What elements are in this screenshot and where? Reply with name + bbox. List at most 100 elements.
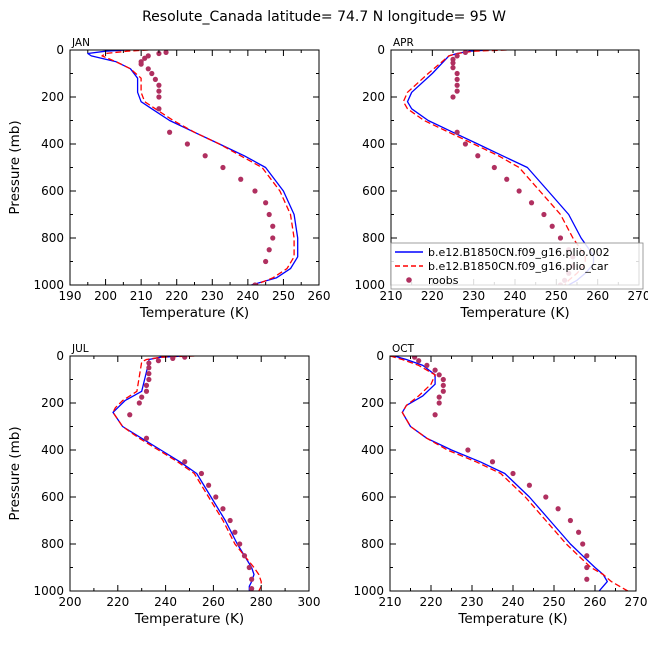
panel-apr: 210 220 230 240 250 260 270 0 200 400 600 800 1000 AP… — [354, 37, 648, 321]
apr-roobs-point — [462, 141, 468, 147]
apr-roobs-point — [454, 53, 460, 59]
oct-x-tick-label: 240 — [502, 595, 525, 609]
jul-roobs-point — [146, 371, 152, 377]
oct-roobs-point — [412, 356, 418, 360]
oct-y-tick-label: 200 — [361, 396, 384, 410]
apr-y-tick-label: 0 — [377, 43, 385, 57]
apr-roobs-point — [491, 164, 497, 171]
jul-roobs-point — [143, 388, 150, 394]
jan-x-tick-label: 230 — [201, 289, 224, 303]
jan-roobs-point — [156, 50, 162, 57]
oct-roobs-point — [436, 372, 442, 378]
jul-roobs-point — [246, 564, 252, 571]
oct-panel-label: OCT — [392, 343, 415, 355]
jul-roobs-point — [232, 529, 238, 535]
oct-roobs-point — [489, 459, 496, 465]
oct-roobs-point — [432, 367, 438, 373]
oct-roobs-point — [526, 482, 533, 488]
jan-x-tick-label: 220 — [165, 289, 188, 303]
apr-roobs-point — [454, 129, 460, 135]
oct-roobs-point — [543, 494, 549, 500]
apr-roobs-point — [450, 65, 456, 71]
jul-y-tick-label: 200 — [41, 396, 64, 410]
jan-y-tick-label: 600 — [41, 184, 64, 198]
apr-y-tick-label: 800 — [362, 231, 385, 245]
oct-x-tick-label: 260 — [584, 595, 607, 609]
jul-plot-frame — [69, 355, 310, 592]
oct-x-tick-label: 220 — [420, 595, 443, 609]
jan-roobs-point — [149, 70, 155, 77]
jul-solid-series-line — [112, 356, 255, 591]
oct-roobs-points — [412, 356, 590, 582]
jan-y-tick-label: 1000 — [33, 278, 64, 292]
jul-roobs-point — [155, 358, 162, 364]
apr-x-tick-label: 230 — [462, 289, 485, 303]
jul-roobs-point — [206, 482, 212, 488]
jan-roobs-point — [263, 258, 269, 265]
oct-x-axis-label: Temperature (K) — [457, 611, 567, 627]
oct-solid-series-line — [393, 356, 608, 591]
apr-roobs-point — [557, 235, 564, 241]
legend-label: b.e12.B1850CN.f09_g16.plio.002 — [428, 246, 610, 259]
jul-roobs-point — [136, 400, 142, 406]
jul-roobs-point — [139, 394, 145, 400]
apr-roobs-point — [454, 88, 460, 94]
oct-roobs-point — [440, 388, 446, 394]
jan-dashed-series-line — [101, 50, 295, 285]
jul-series — [112, 356, 262, 591]
chart-panels: 190 200 210 220 230 240 250 260 0 200 400 600 800 100… — [7, 37, 648, 627]
apr-roobs-point — [454, 82, 460, 88]
jul-roobs-point — [143, 435, 150, 441]
jul-roobs-point — [241, 553, 248, 559]
jan-series — [87, 50, 299, 285]
apr-roobs-point — [454, 76, 460, 82]
jul-x-tick-label: 280 — [250, 595, 273, 609]
jan-roobs-point — [252, 188, 258, 194]
jan-y-tick-label: 200 — [41, 90, 64, 104]
jul-roobs-point — [198, 470, 205, 477]
jan-x-tick-label: 240 — [236, 289, 259, 303]
jan-roobs-point — [220, 164, 226, 171]
oct-x-tick-label: 250 — [543, 595, 566, 609]
jul-roobs-point — [220, 506, 226, 512]
oct-series — [390, 356, 629, 591]
jul-roobs-points — [127, 356, 255, 591]
jan-roobs-point — [184, 141, 190, 147]
apr-roobs-point — [549, 223, 555, 229]
jan-x-tick-label: 260 — [308, 289, 331, 303]
jan-roobs-point — [163, 50, 169, 55]
oct-roobs-point — [555, 506, 561, 512]
jul-x-tick-label: 220 — [106, 595, 129, 609]
jul-y-tick-label: 1000 — [33, 584, 64, 598]
jul-x-tick-label: 300 — [298, 595, 321, 609]
jan-roobs-point — [156, 94, 162, 100]
oct-roobs-point — [580, 541, 586, 547]
jan-y-tick-label: 400 — [41, 137, 64, 151]
jan-roobs-point — [167, 129, 173, 135]
apr-y-tick-label: 1000 — [354, 278, 385, 292]
jul-x-tick-label: 240 — [154, 595, 177, 609]
jul-roobs-point — [146, 365, 152, 371]
oct-roobs-point — [436, 394, 442, 400]
jan-roobs-point — [266, 211, 272, 218]
apr-y-tick-label: 200 — [362, 90, 385, 104]
apr-roobs-point — [516, 188, 522, 194]
apr-roobs-point — [450, 94, 456, 100]
legend-label: b.e12.B1850CN.f09_g16.plio_car — [428, 260, 609, 273]
apr-roobs-point — [475, 153, 481, 159]
jan-roobs-point — [138, 61, 144, 67]
oct-dashed-series-line — [390, 356, 629, 591]
jan-roobs-point — [152, 76, 158, 82]
jul-panel-label: JUL — [71, 343, 89, 355]
oct-roobs-point — [440, 382, 446, 388]
oct-x-tick-label: 230 — [461, 595, 484, 609]
legend-entry: b.e12.B1850CN.f09_g16.plio.002 — [395, 246, 610, 259]
jan-roobs-point — [156, 106, 162, 112]
jan-roobs-point — [142, 55, 148, 61]
legend-dot-marker — [406, 277, 412, 283]
legend-label: roobs — [428, 274, 459, 287]
oct-roobs-point — [465, 447, 471, 453]
figure-title: Resolute_Canada latitude= 74.7 N longitu… — [142, 9, 506, 25]
oct-roobs-point — [510, 470, 516, 477]
